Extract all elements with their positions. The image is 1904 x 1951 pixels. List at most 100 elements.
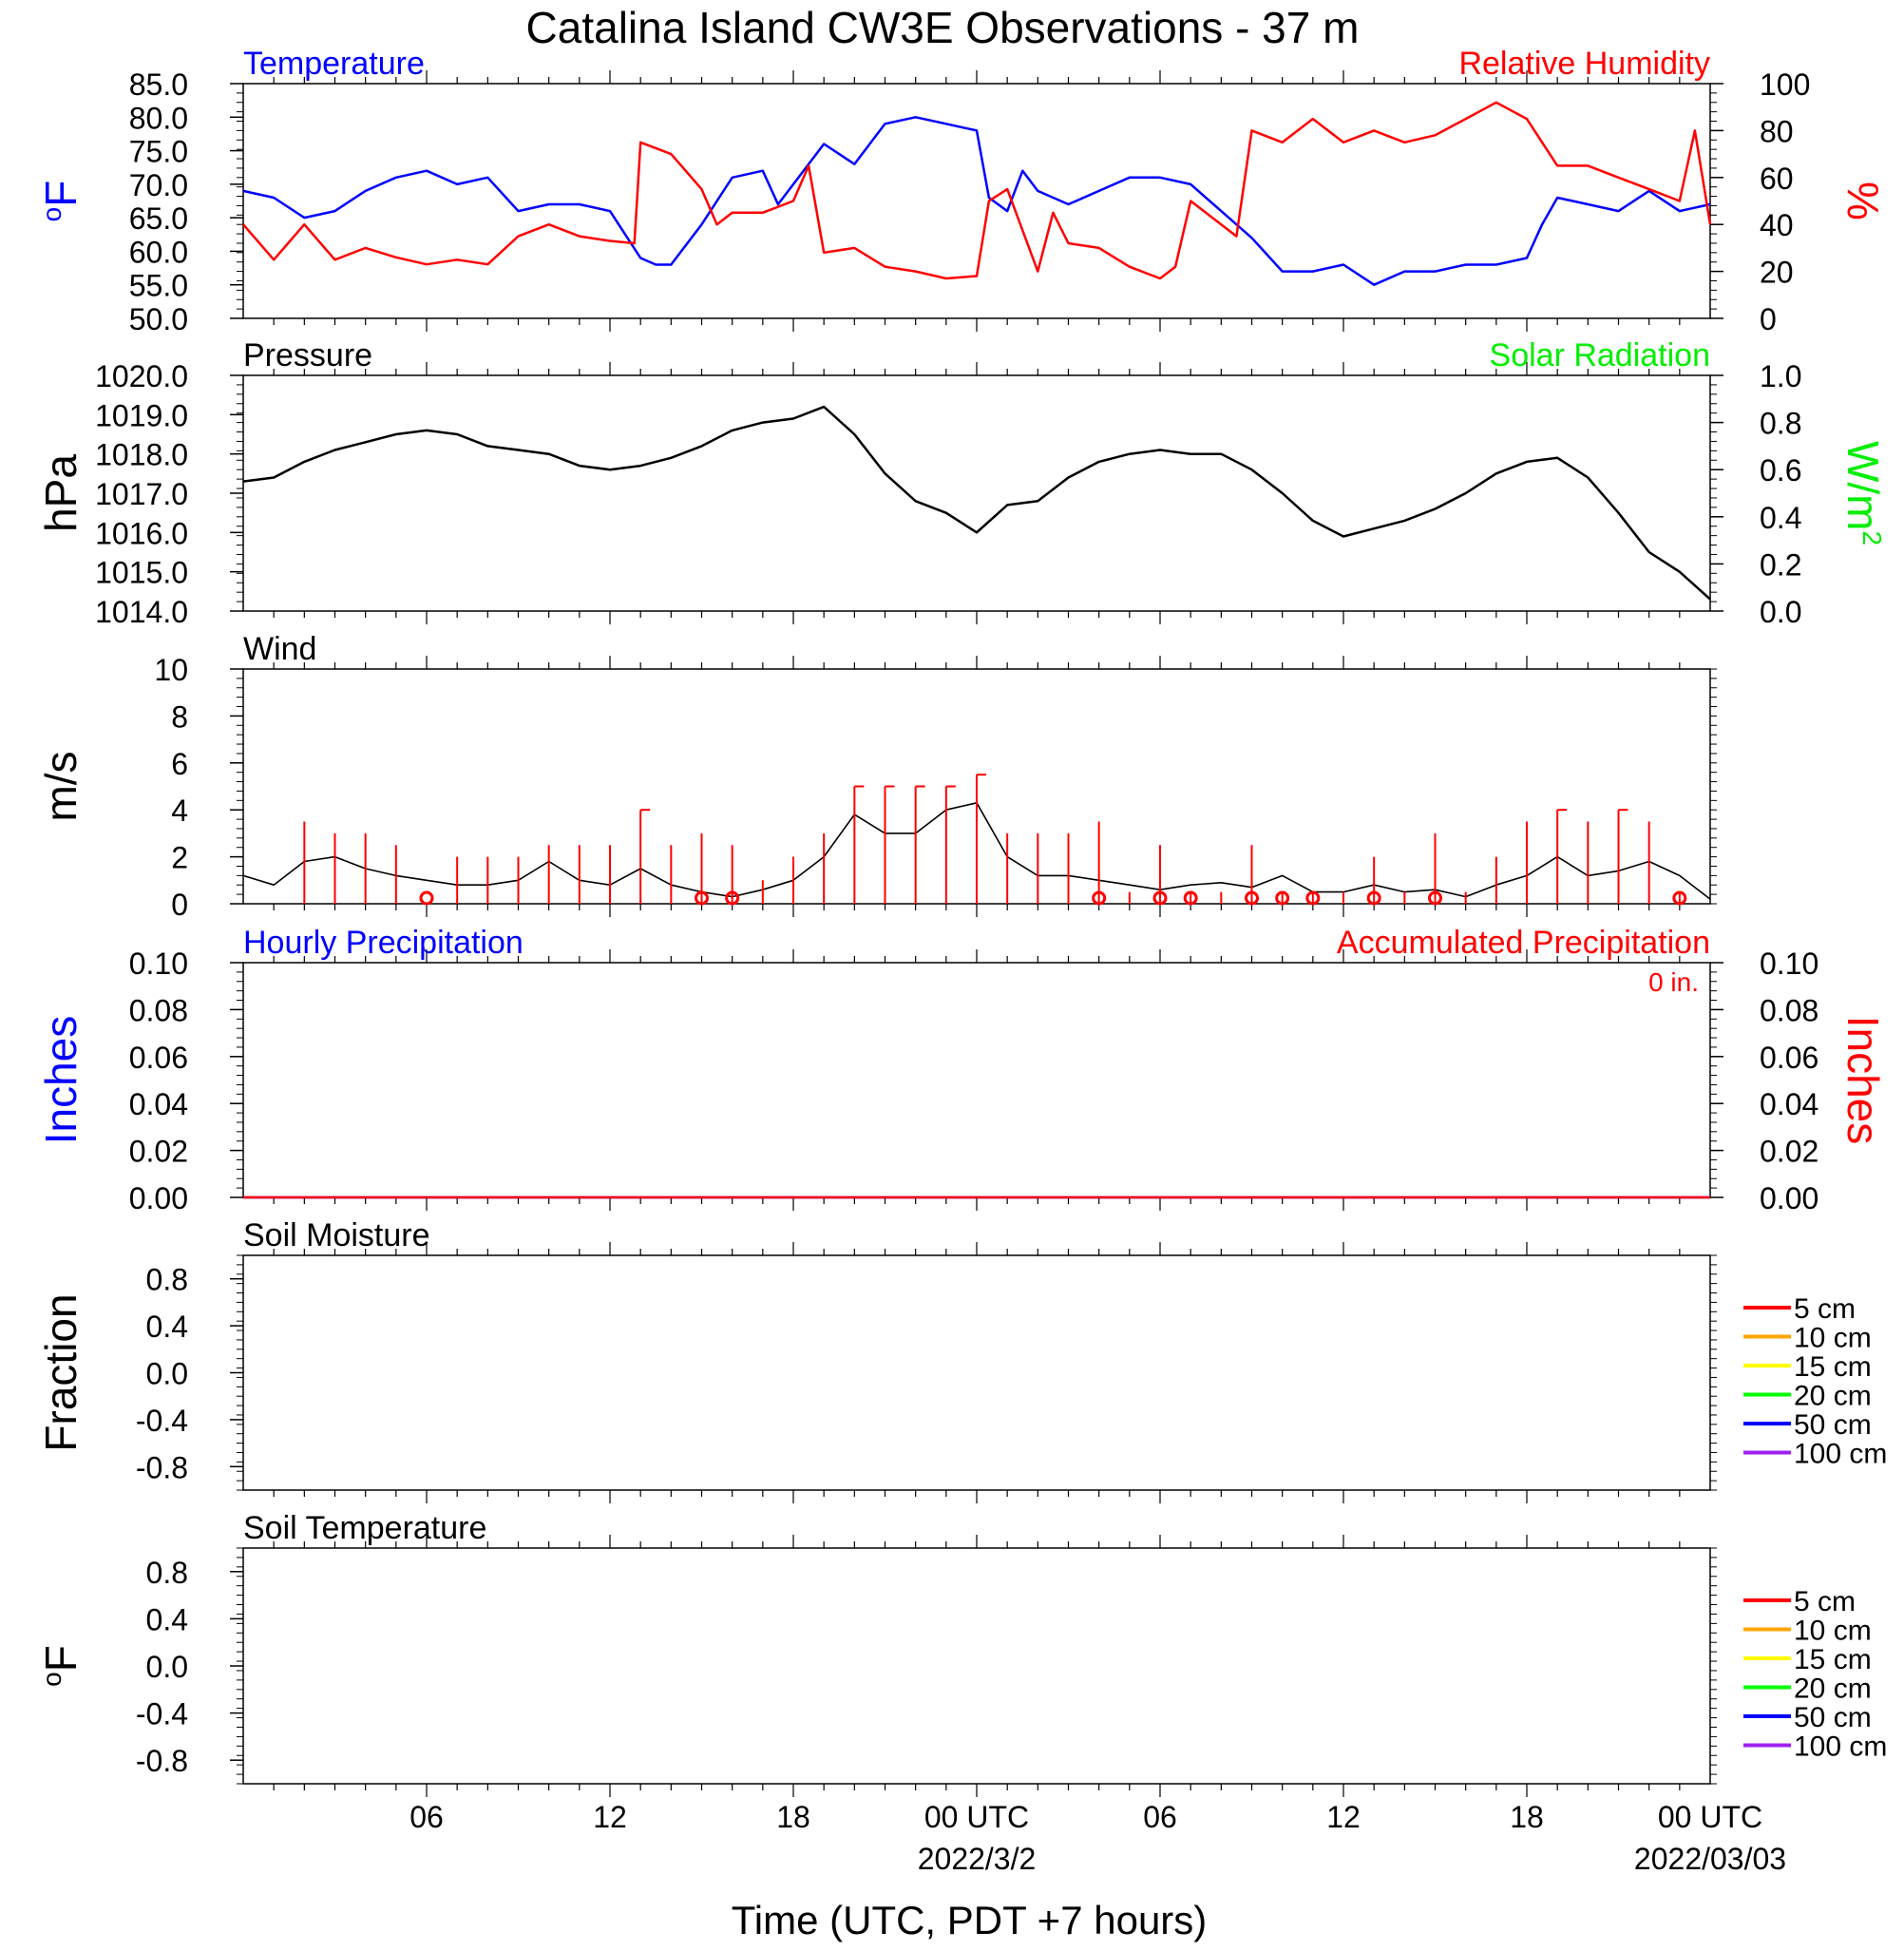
- x-tick-label: 06: [1143, 1800, 1177, 1834]
- x-tick-label: 00 UTC: [1658, 1800, 1762, 1834]
- y-tick-label: -0.4: [136, 1697, 188, 1731]
- y-tick-label: 0.04: [129, 1087, 188, 1121]
- panel-left-title: Soil Temperature: [243, 1510, 486, 1546]
- y-tick-label: 0.4: [146, 1602, 188, 1636]
- x-date-label: 2022/03/03: [1634, 1842, 1786, 1876]
- y2-tick-label: 0.02: [1760, 1135, 1818, 1169]
- y-tick-label: 1014.0: [95, 595, 188, 629]
- calm-wind-circle: [1305, 890, 1321, 906]
- y2-tick-label: 0.06: [1760, 1041, 1818, 1075]
- y2-tick-label: 0.2: [1760, 547, 1801, 582]
- calm-wind-circle: [695, 890, 709, 906]
- y-tick-label: 0.4: [146, 1310, 188, 1344]
- panel-pressure-solar: 1014.0 1015.0 1016.0 1017.0 1018.0 1019.0 1020…: [36, 337, 1888, 629]
- calm-wind-circle: [419, 890, 434, 906]
- x-tick-label: 18: [776, 1800, 810, 1834]
- y2-tick-label: 100: [1760, 67, 1810, 102]
- legend-label: 5 cm: [1794, 1293, 1856, 1325]
- calm-wind-circle: [1183, 890, 1198, 906]
- plot-frame: [242, 374, 1711, 612]
- x-tick-label: 18: [1510, 1800, 1544, 1834]
- y-tick-label: 8: [171, 699, 188, 734]
- accumulated-total-label: 0 in.: [1648, 967, 1699, 997]
- panel-precipitation: 0.00 0.02 0.04 0.06 0.08 0.10 0.00 0.02 0.04 0.06…: [36, 925, 1888, 1215]
- y-tick-label: 0.8: [146, 1263, 188, 1297]
- panel-temperature-humidity: 50.055.060.065.070.075.080.085.0 0 20 40 60 8…: [36, 46, 1888, 336]
- panel-left-title: Pressure: [243, 337, 372, 373]
- y-tick-label: 75.0: [129, 135, 188, 169]
- y-tick-label: 1020.0: [95, 359, 188, 393]
- calm-wind-circle: [1092, 890, 1107, 906]
- y-tick-label: 50.0: [129, 302, 188, 336]
- y-tick-label: 60.0: [129, 235, 188, 269]
- figure-title: Catalina Island CW3E Observations - 37 m: [526, 3, 1360, 52]
- calm-wind-circle: [1428, 890, 1442, 906]
- y-tick-label: -0.8: [136, 1450, 188, 1484]
- y-tick-label: 0.0: [146, 1650, 188, 1684]
- panel-left-title: Hourly Precipitation: [243, 925, 524, 961]
- y-tick-label: 0.00: [129, 1181, 188, 1215]
- calm-wind-circle: [1275, 890, 1290, 906]
- legend-label: 50 cm: [1794, 1409, 1872, 1441]
- y-axis-label: hPa: [36, 454, 86, 532]
- y-tick-label: 85.0: [129, 67, 188, 102]
- legend-label: 20 cm: [1794, 1381, 1872, 1412]
- x-tick-label: 00 UTC: [924, 1800, 1029, 1834]
- panel-left-title: Soil Moisture: [243, 1217, 430, 1253]
- y2-tick-label: 0.00: [1760, 1181, 1818, 1215]
- legend-label: 15 cm: [1794, 1351, 1872, 1383]
- y2-tick-label: 0.0: [1760, 595, 1801, 629]
- y-tick-label: 80.0: [129, 101, 188, 135]
- y-tick-label: 0.10: [129, 947, 188, 981]
- y2-tick-label: 0.8: [1760, 407, 1801, 441]
- panel-right-title: Accumulated Precipitation: [1337, 925, 1710, 961]
- y-tick-label: 2: [171, 841, 188, 875]
- panel-right-title: Solar Radiation: [1490, 337, 1710, 373]
- y-tick-label: 65.0: [129, 201, 188, 236]
- y2-tick-label: 0.04: [1760, 1087, 1818, 1121]
- panel-right-title: Relative Humidity: [1458, 46, 1710, 82]
- y2-tick-label: 40: [1760, 208, 1794, 242]
- plot-frame: [242, 83, 1711, 319]
- y-tick-label: 0.0: [146, 1357, 188, 1391]
- y2-tick-label: 20: [1760, 256, 1794, 290]
- x-tick-label: 12: [1326, 1800, 1361, 1834]
- calm-wind-circle: [1366, 890, 1381, 906]
- y-tick-label: 1019.0: [95, 398, 188, 432]
- x-tick-label: 12: [593, 1800, 627, 1834]
- panel-soil-moisture: -0.8 -0.4 0.0 0.4 0.8 Soil Moisture Fraction 5 …: [36, 1217, 1887, 1503]
- y-axis-label: Fraction: [36, 1293, 86, 1451]
- y-tick-label: 4: [171, 794, 188, 828]
- series-line-pressure: [242, 405, 1711, 601]
- y-tick-label: 1016.0: [95, 516, 188, 550]
- x-axis-title: Time (UTC, PDT +7 hours): [732, 1898, 1208, 1942]
- panels-group: 50.055.060.065.070.075.080.085.002040608…: [36, 46, 1888, 1876]
- series-line-temperature: [242, 116, 1711, 286]
- legend-label: 5 cm: [1794, 1586, 1856, 1617]
- y2-tick-label: 60: [1760, 162, 1794, 196]
- y2-axis-label: %: [1838, 182, 1888, 220]
- y-tick-label: 6: [171, 747, 188, 781]
- calm-wind-circle: [725, 890, 740, 906]
- y-axis-label: oF: [36, 1645, 86, 1687]
- panel-soil-temperature: -0.8 -0.4 0.0 0.4 0.8 Soil Temperature oF 5 cm 1…: [36, 1510, 1887, 1797]
- legend-label: 100 cm: [1794, 1439, 1887, 1470]
- y2-tick-label: 0.08: [1760, 993, 1818, 1027]
- y2-axis-label: W/m2: [1838, 441, 1888, 545]
- calm-wind-circle: [1152, 890, 1168, 906]
- y-tick-label: 10: [154, 653, 188, 687]
- y-tick-label: 55.0: [129, 269, 188, 303]
- y-tick-label: -0.8: [136, 1744, 188, 1778]
- panel-left-title: Wind: [243, 631, 316, 667]
- y2-tick-label: 80: [1760, 114, 1794, 148]
- y-tick-label: -0.4: [136, 1404, 188, 1438]
- y-tick-label: 1017.0: [95, 477, 188, 511]
- legend-label: 10 cm: [1794, 1323, 1872, 1354]
- legend-label: 100 cm: [1794, 1731, 1887, 1763]
- y2-tick-label: 0.10: [1760, 947, 1818, 981]
- y-tick-label: 0.8: [146, 1556, 188, 1590]
- legend-label: 50 cm: [1794, 1702, 1872, 1733]
- x-date-label: 2022/3/2: [918, 1842, 1037, 1876]
- y-tick-label: 0.08: [129, 993, 188, 1027]
- y-tick-label: 0.02: [129, 1135, 188, 1169]
